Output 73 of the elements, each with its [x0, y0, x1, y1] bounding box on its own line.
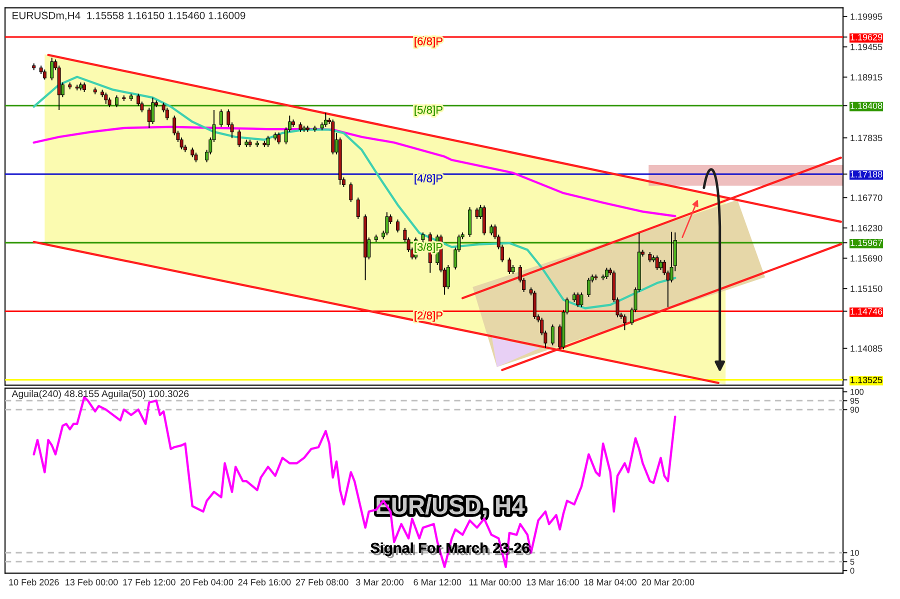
- x-tick-label: 24 Feb 16:00: [238, 578, 291, 586]
- x-tick-label: 10 Feb 2026: [9, 578, 59, 586]
- x-tick-label: 20 Mar 20:00: [642, 579, 694, 586]
- candlestick: [586, 277, 590, 298]
- ref-line-label: [2/8]P: [414, 311, 442, 322]
- y-tick-label: 1.16230: [850, 224, 882, 232]
- candlestick: [151, 97, 154, 125]
- x-tick-label: 13 Feb 00:00: [66, 578, 118, 586]
- candlestick: [298, 122, 302, 132]
- candlestick: [190, 147, 194, 158]
- y-tick-label: 1.15967: [850, 240, 882, 246]
- y-tick-label: 1.16770: [850, 194, 882, 201]
- y-tick-label: 1.13525: [850, 376, 882, 384]
- candlestick: [490, 224, 494, 236]
- x-tick-label: 18 Mar 04:00: [584, 579, 637, 586]
- y-tick-label: 1.18915: [850, 74, 882, 80]
- candlestick: [572, 292, 576, 303]
- candlestick: [622, 314, 626, 331]
- y-tick-label: 1.18408: [850, 102, 882, 109]
- candlestick: [659, 259, 662, 271]
- candlestick: [475, 207, 479, 220]
- candlestick: [104, 92, 108, 104]
- x-tick-label: 20 Feb 04:00: [180, 578, 234, 586]
- candlestick: [324, 112, 328, 128]
- ref-line-label: [6/8]P: [414, 37, 442, 48]
- line-series: [32, 76, 676, 310]
- x-tick-label: 13 Mar 16:00: [526, 579, 579, 586]
- y-tick-label: 1.15150: [850, 286, 882, 292]
- candlestick: [356, 197, 360, 220]
- y-tick-label: 1.19629: [850, 34, 882, 40]
- y-tick-label: 1.17188: [850, 171, 882, 178]
- y-tick-label: 1.19455: [850, 44, 882, 50]
- x-tick-label: 27 Feb 08:00: [296, 578, 348, 586]
- candlestick: [576, 292, 580, 308]
- candlestick: [604, 267, 608, 280]
- candlestick: [550, 324, 554, 346]
- y-tick-label: 10: [850, 550, 859, 556]
- y-tick-label: 5: [850, 558, 854, 565]
- y-tick-label: 1.15690: [850, 255, 882, 262]
- y-tick-label: 1.19995: [850, 13, 882, 20]
- candlestick: [219, 108, 223, 128]
- y-tick-label: 1.14746: [850, 308, 882, 315]
- x-tick-label: 11 Mar 00:00: [469, 579, 521, 586]
- y-tick-label: 100: [850, 388, 864, 395]
- candlestick: [277, 132, 281, 145]
- y-tick-label: 1.14085: [850, 345, 882, 352]
- candlestick: [580, 292, 584, 308]
- chart-title: Aguila(240) 48.8155 Aguila(50) 100.3026: [12, 390, 189, 400]
- candlestick: [266, 135, 270, 148]
- candlestick: [648, 252, 652, 263]
- candlestick: [385, 212, 389, 236]
- candlestick: [349, 182, 353, 203]
- candlestick: [421, 232, 425, 242]
- candlestick: [237, 129, 241, 148]
- y-tick-label: 1.17835: [850, 134, 882, 142]
- ref-line-label: [5/8]P: [414, 106, 442, 116]
- x-tick-label: 17 Feb 12:00: [123, 578, 176, 586]
- y-tick-label: 95: [850, 398, 859, 404]
- candlestick: [655, 254, 659, 271]
- candlestick: [42, 69, 46, 80]
- x-tick-label: 3 Mar 20:00: [356, 579, 404, 586]
- y-tick-label: 0: [850, 568, 854, 574]
- candlestick: [532, 290, 536, 320]
- candlestick: [50, 57, 54, 81]
- y-tick-label: 90: [850, 406, 859, 413]
- ref-line-label: [4/8]P: [414, 174, 442, 184]
- chart-title: EURUSDm,H4 1.15558 1.16150 1.15460 1.16009: [12, 12, 246, 20]
- candlestick: [115, 94, 118, 108]
- candlestick: [82, 82, 86, 93]
- x-tick-label: 6 Mar 12:00: [414, 579, 462, 586]
- candlestick: [508, 257, 512, 274]
- candlestick: [396, 219, 400, 233]
- line-series: [32, 126, 676, 218]
